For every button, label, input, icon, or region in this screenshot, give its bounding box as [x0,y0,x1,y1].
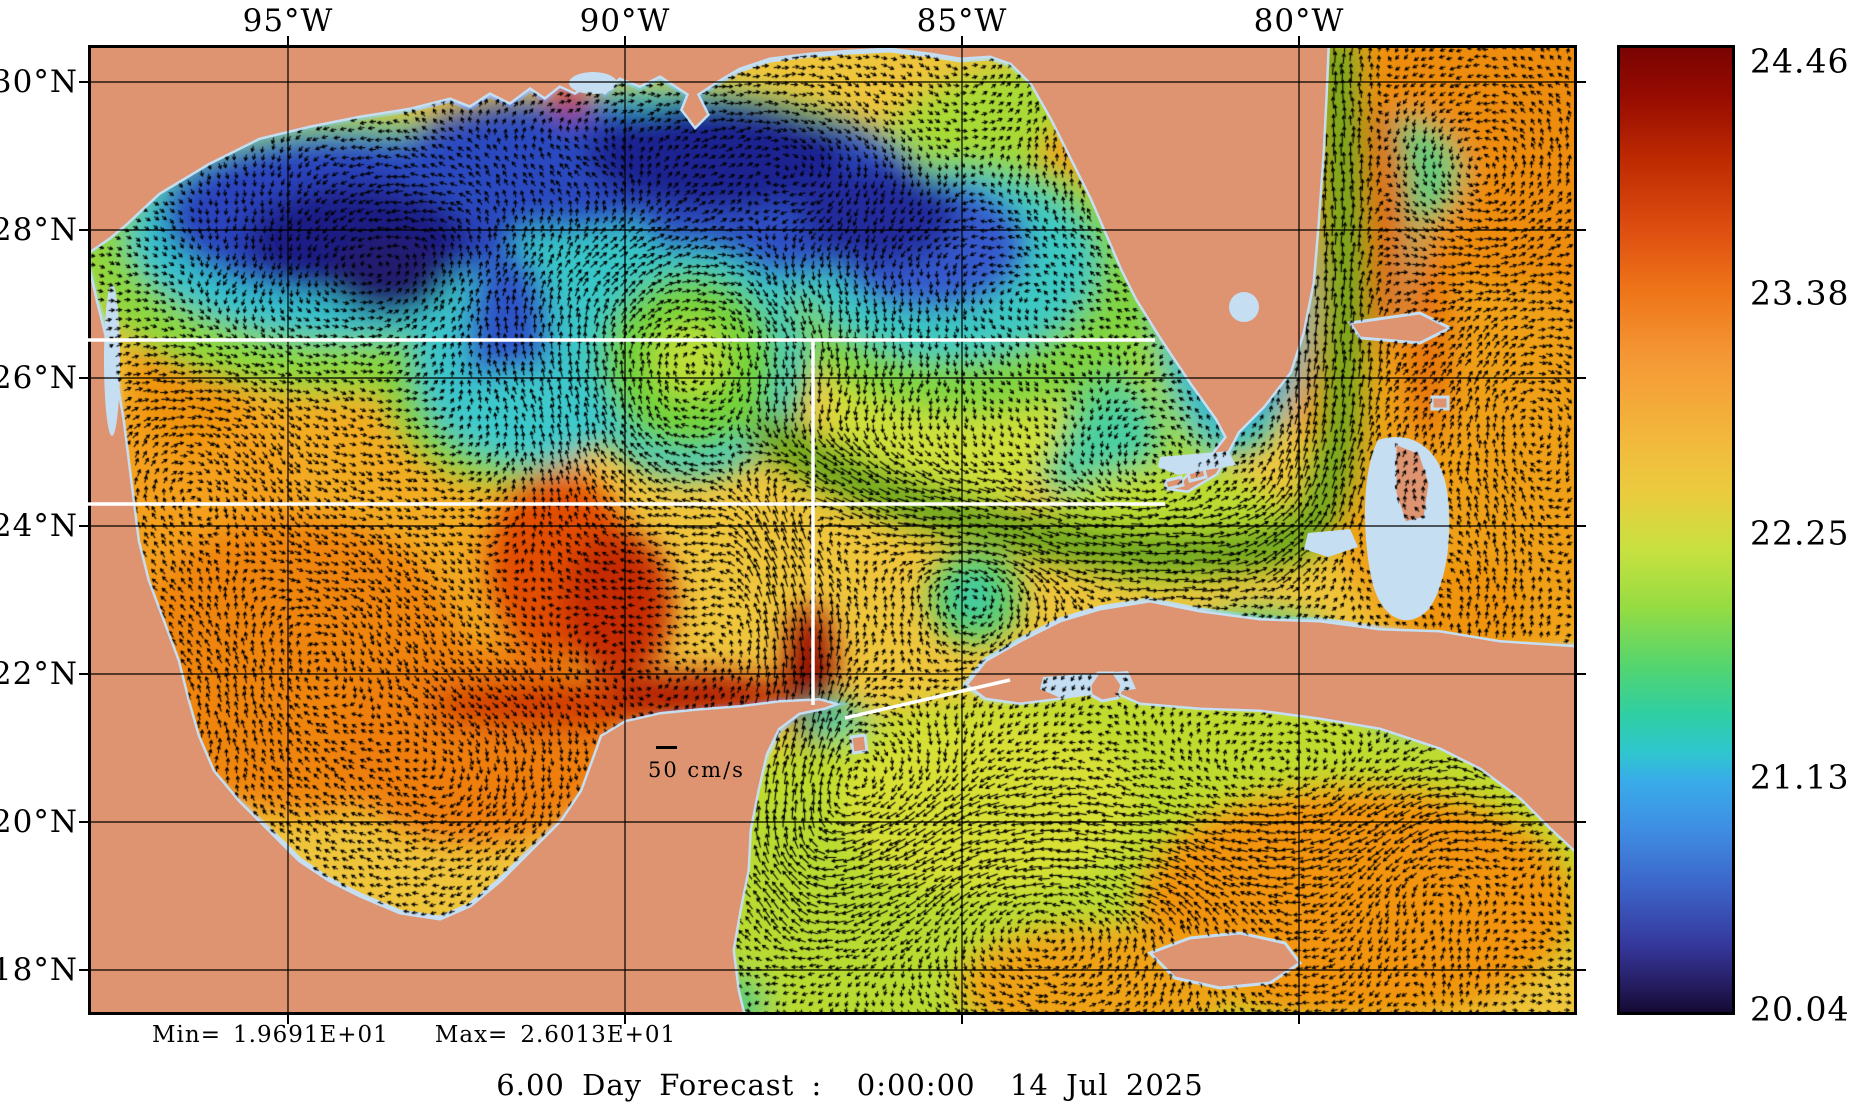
min-value: 1.9691E+01 [233,1022,389,1048]
lon-tick-label: 80°W [1253,3,1345,39]
axis-tick [1577,821,1586,823]
axis-tick [1577,229,1586,231]
velocity-scale-label: 50 cm/s [648,758,745,782]
axis-tick [79,229,88,231]
axis-tick [79,81,88,83]
current-vectors-canvas [88,45,1577,1015]
axis-tick [1577,673,1586,675]
axis-tick [1577,969,1586,971]
velocity-scale-arrow [656,746,677,749]
axis-tick [79,673,88,675]
lat-tick-label: 28°N [0,212,78,248]
colorbar-label: 22.25 [1750,513,1850,553]
axis-tick [287,36,289,45]
lat-tick-label: 22°N [0,656,78,692]
lat-tick-label: 18°N [0,952,78,988]
min-label: Min= [152,1022,221,1048]
axis-tick [79,525,88,527]
lon-tick-label: 95°W [242,3,334,39]
lat-tick-label: 24°N [0,508,78,544]
map-plot [88,45,1577,1015]
axis-tick [961,36,963,45]
axis-tick [1298,1015,1300,1024]
max-label: Max= [434,1022,509,1048]
figure-title: 6.00 Day Forecast : 0:00:00 14 Jul 2025 [496,1068,1204,1102]
axis-tick [961,1015,963,1024]
axis-tick [624,1015,626,1024]
axis-tick [1298,36,1300,45]
colorbar-label: 21.13 [1750,757,1850,797]
max-value: 2.6013E+01 [520,1022,677,1048]
minmax-annotation: Min= 1.9691E+01 Max= 2.6013E+01 [152,1022,676,1048]
axis-tick [1577,377,1586,379]
axis-tick [79,377,88,379]
colorbar [1617,45,1735,1015]
colorbar-label: 23.38 [1750,273,1850,313]
axis-tick [79,821,88,823]
lat-tick-label: 20°N [0,804,78,840]
axis-tick [79,969,88,971]
lat-tick-label: 30°N [0,64,78,100]
axis-tick [624,36,626,45]
colorbar-label: 20.04 [1750,989,1850,1029]
lat-tick-label: 26°N [0,360,78,396]
colorbar-label: 24.46 [1750,41,1850,81]
axis-tick [1577,525,1586,527]
axis-tick [1577,81,1586,83]
lon-tick-label: 90°W [579,3,671,39]
lon-tick-label: 85°W [916,3,1008,39]
axis-tick [287,1015,289,1024]
